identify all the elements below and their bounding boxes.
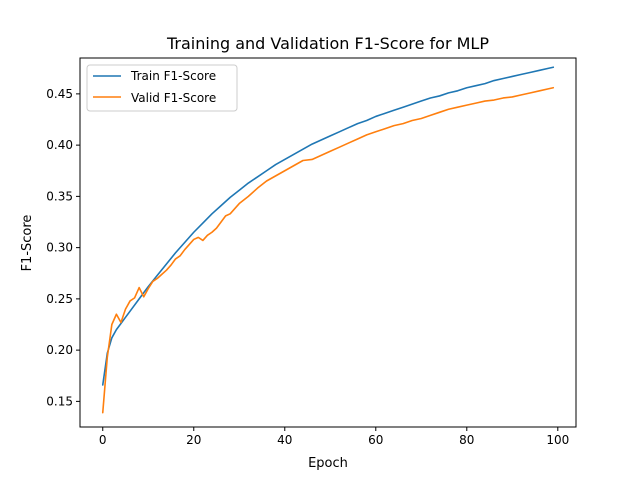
y-axis-label: F1-Score	[20, 215, 35, 272]
y-tick-label: 0.20	[46, 343, 73, 357]
y-tick-label: 0.40	[46, 138, 73, 152]
x-tick-label: 0	[99, 433, 107, 447]
y-tick-label: 0.15	[46, 394, 73, 408]
x-axis-ticks: 0 20 40 60 80 100	[99, 427, 569, 447]
y-tick-label: 0.25	[46, 292, 73, 306]
series-layer	[101, 66, 555, 414]
y-tick-label: 0.35	[46, 189, 73, 203]
x-tick-label: 100	[546, 433, 569, 447]
series-train-line	[101, 66, 555, 386]
x-tick-label: 40	[277, 433, 292, 447]
x-axis-label: Epoch	[308, 456, 348, 471]
x-tick-label: 60	[368, 433, 383, 447]
x-tick-label: 80	[459, 433, 474, 447]
x-tick-label: 20	[186, 433, 201, 447]
legend: Train F1-Score Valid F1-Score	[86, 64, 238, 112]
legend-label-train: Train F1-Score	[130, 69, 216, 83]
legend-box	[86, 64, 238, 112]
plot-frame	[79, 57, 577, 428]
y-tick-label: 0.45	[46, 87, 73, 101]
y-axis-ticks: 0.15 0.20 0.25 0.30 0.35 0.40 0.45	[46, 87, 80, 408]
series-valid-line	[101, 86, 555, 414]
y-tick-label: 0.30	[46, 241, 73, 255]
legend-label-valid: Valid F1-Score	[131, 91, 216, 105]
chart-title: Training and Validation F1-Score for MLP	[166, 34, 489, 53]
